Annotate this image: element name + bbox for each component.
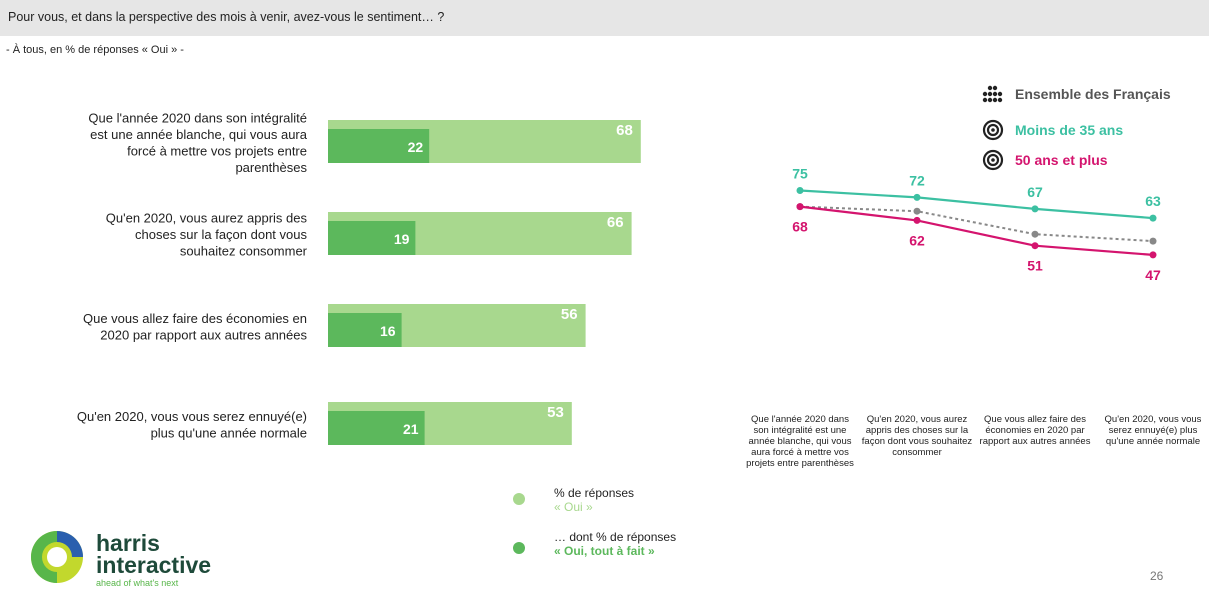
legend-dot-tout-a-fait [513, 542, 525, 554]
bar-chart: 68 22 Que l'année 2020 dans son intégralit… [77, 110, 641, 445]
legend-people-icon [982, 85, 1003, 103]
logo-icon: harris interactive ahead of what's next [31, 530, 211, 588]
category-label-0-1: est une année blanche, qui vous aura [90, 127, 308, 142]
harris-interactive-logo: harris interactive ahead of what's next [26, 524, 236, 595]
line-point-2-1 [913, 216, 921, 224]
legend-target-icon-2 [982, 149, 1004, 171]
line-category-label-0-0: Que l'année 2020 dans [751, 414, 849, 425]
line-category-label-1-0: Qu'en 2020, vous aurez [867, 414, 968, 425]
line-label-1-2: 67 [1027, 184, 1043, 200]
line-category-label-0-3: aura forcé à mettre vos [751, 447, 849, 458]
legend-label-tout-a-fait-2: « Oui, tout à fait » [554, 544, 655, 558]
line-legend-label-1: Moins de 35 ans [1015, 122, 1123, 138]
legend-target-icon-1 [982, 119, 1004, 141]
line-point-2-3 [1149, 251, 1157, 259]
line-category-label-3-2: qu'une année normale [1106, 436, 1200, 447]
line-series-1 [799, 189, 1154, 220]
line-series-2 [799, 205, 1154, 256]
line-category-label-3-0: Qu'en 2020, vous vous [1105, 414, 1202, 425]
legend-label-oui-1: % de réponses [554, 486, 635, 500]
category-label-3-1: plus qu'une année normale [151, 425, 307, 440]
bar-label-oui-2: 56 [561, 306, 578, 323]
line-label-2-3: 47 [1145, 267, 1161, 283]
bar-tout-a-fait-0 [328, 129, 430, 163]
line-category-label-2-2: rapport aux autres années [980, 436, 1091, 447]
line-label-2-1: 62 [909, 232, 925, 248]
line-category-label-1-2: façon dont vous souhaitez [862, 436, 973, 447]
line-label-1-3: 63 [1145, 193, 1161, 209]
category-label-0-3: parenthèses [235, 160, 307, 175]
category-label-0-2: forcé à mettre vos projets entre [127, 143, 307, 158]
legend-label-tout-a-fait-1: … dont % de réponses [554, 530, 677, 544]
line-category-label-2-0: Que vous allez faire des [984, 414, 1086, 425]
line-point-1-1 [913, 193, 921, 201]
line-label-1-1: 72 [909, 172, 925, 188]
header-bar [0, 0, 1209, 36]
line-point-1-3 [1149, 214, 1157, 222]
category-label-3-0: Qu'en 2020, vous vous serez ennuyé(e) [77, 409, 307, 424]
line-category-label-1-1: appris des choses sur la [866, 425, 969, 436]
logo-name-2: interactive [96, 552, 211, 578]
line-point-1-2 [1031, 205, 1039, 213]
line-label-1-0: 75 [792, 166, 808, 182]
line-label-2-2: 51 [1027, 258, 1043, 274]
line-chart: Ensemble des Français Moins de 35 ans 50 a… [746, 85, 1202, 469]
subtitle-text: - À tous, en % de réponses « Oui » - [6, 44, 184, 56]
bar-label-tout-a-fait-2: 16 [380, 323, 396, 339]
line-point-2-2 [1031, 242, 1039, 250]
category-label-0-0: Que l'année 2020 dans son intégralité [88, 110, 307, 125]
line-point-2-0 [796, 203, 804, 211]
page-number: 26 [1150, 569, 1164, 583]
bar-tout-a-fait-2 [328, 313, 402, 347]
bar-label-tout-a-fait-3: 21 [403, 421, 419, 437]
category-label-1-2: souhaitez consommer [180, 244, 308, 259]
bar-legend: % de réponses « Oui » … dont % de répons… [510, 486, 730, 566]
line-category-label-1-3: consommer [892, 447, 942, 458]
bar-label-tout-a-fait-1: 19 [394, 231, 410, 247]
bar-label-tout-a-fait-0: 22 [408, 139, 424, 155]
line-category-label-3-1: serez ennuyé(e) plus [1109, 425, 1198, 436]
bar-label-oui-1: 66 [607, 214, 624, 231]
line-point-0-3 [1149, 237, 1157, 245]
category-label-1-0: Qu'en 2020, vous aurez appris des [106, 211, 308, 226]
line-label-2-0: 68 [792, 219, 808, 235]
logo-name-1: harris [96, 530, 160, 556]
line-category-label-2-1: économies en 2020 par [985, 425, 1084, 436]
legend-label-oui-2: « Oui » [554, 500, 593, 514]
line-category-label-0-4: projets entre parenthèses [746, 458, 854, 469]
legend-dot-oui [513, 493, 525, 505]
bar-tout-a-fait-3 [328, 411, 425, 445]
line-point-0-2 [1031, 230, 1039, 238]
question-text: Pour vous, et dans la perspective des mo… [8, 10, 445, 24]
logo-tagline: ahead of what's next [96, 578, 179, 588]
category-label-2-0: Que vous allez faire des économies en [83, 311, 307, 326]
line-series-0 [799, 205, 1154, 243]
line-legend-label-2: 50 ans et plus [1015, 152, 1108, 168]
bar-label-oui-3: 53 [547, 404, 564, 421]
line-category-label-0-1: son intégralité est une [754, 425, 847, 436]
line-point-1-0 [796, 187, 804, 194]
line-category-label-0-2: année blanche, qui vous [749, 436, 852, 447]
bar-label-oui-0: 68 [616, 122, 633, 139]
line-legend-label-0: Ensemble des Français [1015, 86, 1171, 102]
line-point-0-1 [913, 207, 921, 215]
category-label-2-1: 2020 par rapport aux autres années [100, 327, 307, 342]
category-label-1-1: choses sur la façon dont vous [135, 227, 307, 242]
bar-tout-a-fait-1 [328, 221, 416, 255]
